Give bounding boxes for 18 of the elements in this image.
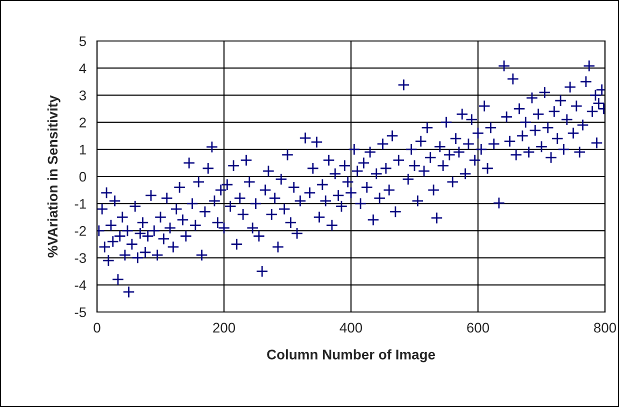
x-axis-title: Column Number of Image bbox=[267, 349, 436, 362]
y-tick-label: 2 bbox=[80, 118, 86, 128]
x-tick-label: 600 bbox=[467, 322, 490, 333]
y-axis-title: %VAriation in Sensitivity bbox=[47, 95, 60, 258]
x-tick-label: 800 bbox=[594, 322, 616, 333]
x-tick-label: 200 bbox=[213, 322, 236, 333]
y-tick-label: -2 bbox=[74, 226, 86, 236]
y-tick-label: -3 bbox=[74, 253, 86, 263]
y-tick-label: -5 bbox=[74, 307, 86, 318]
y-tick-label: 5 bbox=[79, 36, 86, 46]
y-tick-label: 4 bbox=[79, 64, 86, 74]
x-tick-label: 0 bbox=[94, 322, 100, 333]
y-tick-label: 1 bbox=[80, 144, 86, 154]
y-tick-label: -1 bbox=[74, 199, 86, 209]
y-tick-label: 0 bbox=[79, 172, 86, 182]
y-tick-label: 3 bbox=[79, 90, 86, 100]
x-tick-label: 400 bbox=[340, 322, 362, 333]
y-tick-label: -4 bbox=[74, 280, 86, 290]
